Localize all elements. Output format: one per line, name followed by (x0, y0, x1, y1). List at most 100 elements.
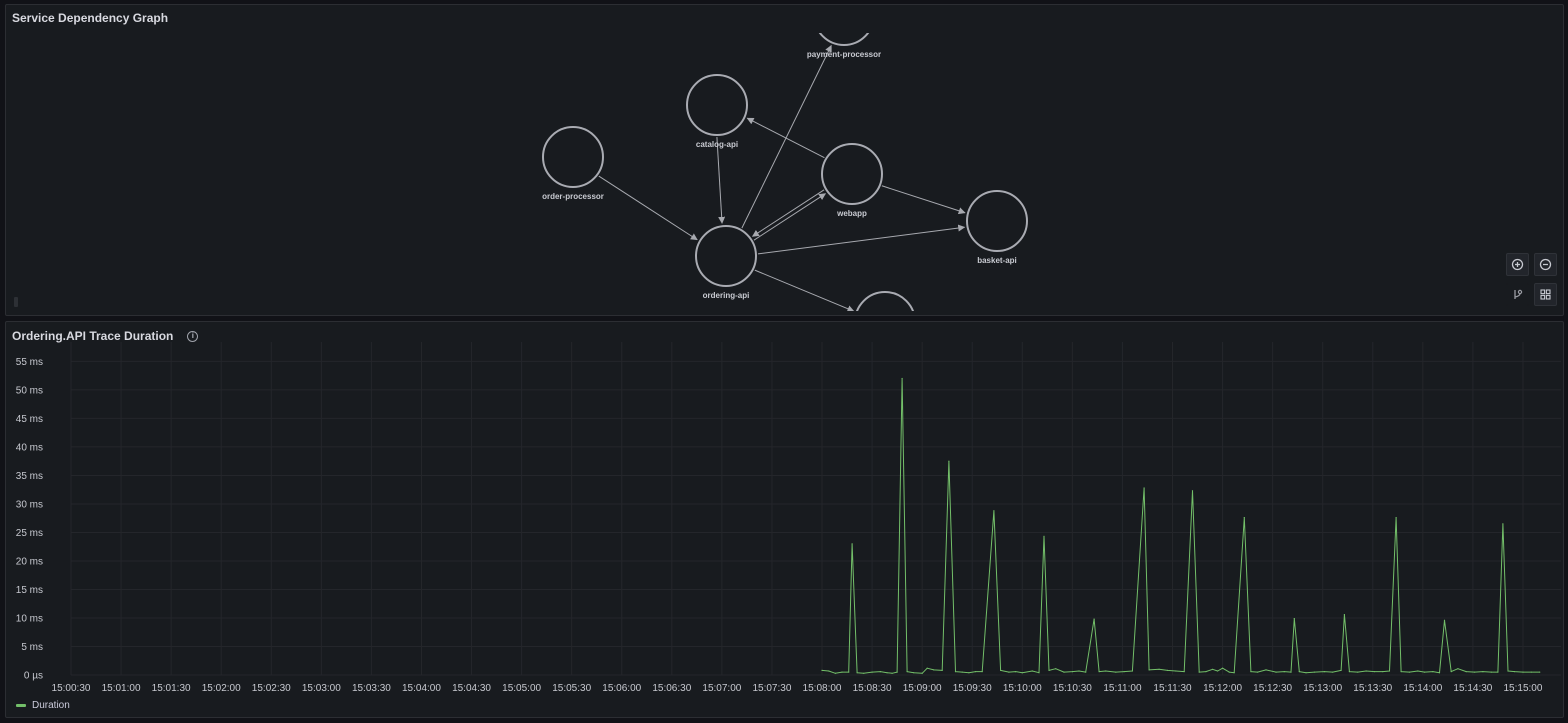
data-point[interactable] (1212, 668, 1214, 670)
info-icon[interactable]: i (187, 330, 199, 342)
data-point[interactable] (1530, 671, 1532, 673)
data-point[interactable] (906, 671, 908, 673)
data-point[interactable] (941, 669, 943, 671)
zoom-in-button[interactable] (1506, 253, 1529, 276)
node-graph[interactable]: payment-processor catalog-api order-proces… (6, 5, 1564, 316)
panel-resize-handle[interactable] (14, 297, 18, 307)
data-point[interactable] (1400, 671, 1402, 673)
node-catalog-api[interactable]: catalog-api (686, 74, 748, 149)
data-point[interactable] (1432, 671, 1434, 673)
data-point[interactable] (1205, 671, 1207, 673)
data-point[interactable] (1382, 671, 1384, 673)
data-point[interactable] (1343, 614, 1345, 616)
data-point[interactable] (961, 671, 963, 673)
data-point[interactable] (1257, 671, 1259, 673)
data-point[interactable] (1290, 671, 1292, 673)
edge-ordering-api-to-basket-api[interactable] (757, 224, 966, 255)
edge-webapp-to-catalog-api[interactable] (746, 117, 825, 159)
chart-legend[interactable]: Duration (16, 700, 70, 711)
data-point[interactable] (848, 671, 850, 673)
data-point[interactable] (1166, 669, 1169, 671)
edge-webapp-to-ordering-api[interactable] (751, 189, 825, 237)
data-point[interactable] (1265, 669, 1267, 671)
data-point[interactable] (901, 377, 903, 380)
data-point[interactable] (1148, 669, 1150, 671)
data-point[interactable] (1313, 671, 1315, 673)
data-point[interactable] (1143, 487, 1145, 489)
data-point[interactable] (891, 672, 893, 674)
data-point[interactable] (1250, 671, 1252, 673)
data-point[interactable] (863, 672, 865, 674)
node-basket-api[interactable]: basket-api (966, 190, 1028, 265)
node-circle[interactable] (695, 225, 757, 287)
data-point[interactable] (1078, 670, 1080, 672)
data-point[interactable] (1305, 672, 1307, 674)
node-order-processor[interactable]: order-processor (542, 126, 604, 201)
data-point[interactable] (926, 667, 928, 669)
data-point[interactable] (1071, 671, 1073, 673)
data-point[interactable] (1417, 670, 1419, 672)
chart-panel-title[interactable]: Ordering.API Trace Duration i (12, 329, 199, 343)
data-point[interactable] (1293, 618, 1295, 620)
data-point[interactable] (948, 460, 950, 462)
data-point[interactable] (1015, 671, 1017, 673)
node-circle[interactable] (966, 190, 1028, 252)
data-point[interactable] (1275, 671, 1277, 673)
data-point[interactable] (1063, 671, 1065, 673)
data-point[interactable] (1038, 672, 1040, 674)
data-point[interactable] (1222, 667, 1224, 669)
data-point[interactable] (993, 510, 995, 512)
data-point[interactable] (1357, 671, 1359, 673)
data-point[interactable] (1105, 670, 1107, 672)
data-point[interactable] (1332, 671, 1334, 673)
data-point[interactable] (1395, 517, 1397, 519)
data-point[interactable] (1158, 668, 1160, 670)
data-point[interactable] (1131, 670, 1133, 672)
data-point[interactable] (1474, 671, 1476, 673)
node-circle[interactable] (542, 126, 604, 188)
data-point[interactable] (933, 669, 935, 671)
series-line-duration[interactable] (821, 378, 1540, 674)
data-point[interactable] (1340, 669, 1342, 671)
grid-view-button[interactable] (1534, 283, 1557, 306)
data-point[interactable] (1365, 670, 1367, 672)
data-point[interactable] (1243, 517, 1245, 519)
node-payment-processor[interactable]: payment-processor (807, 5, 881, 59)
data-point[interactable] (1323, 671, 1325, 673)
data-point[interactable] (1000, 669, 1002, 671)
edge-catalog-api-to-ordering-api[interactable] (716, 137, 726, 224)
data-point[interactable] (1031, 670, 1033, 672)
data-point[interactable] (821, 669, 823, 671)
data-point[interactable] (1497, 671, 1499, 673)
data-point[interactable] (886, 672, 888, 674)
data-point[interactable] (1514, 671, 1516, 673)
node-unlabeled-bottom[interactable] (855, 291, 915, 316)
node-circle[interactable] (821, 143, 883, 205)
data-point[interactable] (1043, 535, 1045, 537)
edge-webapp-to-basket-api[interactable] (881, 185, 966, 215)
data-point[interactable] (1228, 671, 1230, 673)
data-point[interactable] (954, 671, 957, 673)
time-series-chart[interactable]: 0 µs 5 ms 10 ms 15 ms 20 ms 25 ms 30 ms 35 ms 40… (6, 322, 1564, 718)
data-point[interactable] (913, 672, 915, 674)
data-point[interactable] (1490, 671, 1492, 673)
edge-ordering-api-to-webapp[interactable] (753, 193, 827, 241)
data-point[interactable] (1457, 668, 1459, 670)
data-point[interactable] (1443, 619, 1446, 621)
data-point[interactable] (841, 671, 843, 673)
node-circle[interactable] (814, 5, 874, 46)
data-point[interactable] (1373, 671, 1375, 673)
data-point[interactable] (1233, 672, 1235, 674)
data-point[interactable] (1098, 671, 1100, 673)
data-point[interactable] (1502, 523, 1504, 525)
data-point[interactable] (1423, 671, 1426, 673)
graph-panel-title[interactable]: Service Dependency Graph (12, 11, 168, 25)
data-point[interactable] (879, 671, 882, 673)
data-point[interactable] (1217, 670, 1219, 672)
data-point[interactable] (828, 670, 830, 672)
edge-ordering-api-to-payment-processor[interactable] (741, 44, 832, 229)
data-point[interactable] (1283, 671, 1285, 673)
data-point[interactable] (975, 671, 977, 673)
data-point[interactable] (1198, 671, 1200, 673)
data-point[interactable] (1115, 671, 1117, 673)
